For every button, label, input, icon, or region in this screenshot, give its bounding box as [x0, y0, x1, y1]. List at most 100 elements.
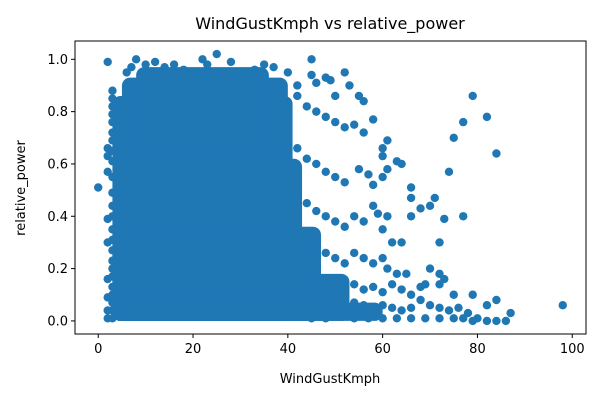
data-point — [354, 164, 364, 174]
data-point — [340, 285, 349, 294]
data-point — [387, 303, 397, 313]
data-point — [482, 112, 492, 122]
data-point — [350, 314, 359, 323]
data-point — [440, 214, 449, 224]
x-tick-label: 40 — [280, 342, 297, 357]
data-point — [150, 57, 160, 67]
data-point — [326, 76, 335, 85]
data-point — [302, 198, 311, 208]
y-axis-label: relative_power — [14, 139, 29, 235]
data-point — [397, 159, 406, 169]
data-point — [321, 314, 330, 323]
data-point — [459, 117, 468, 127]
data-point — [359, 96, 368, 106]
data-point — [307, 70, 316, 80]
data-point — [108, 225, 117, 234]
data-point — [331, 253, 340, 263]
data-point — [331, 217, 340, 226]
data-point — [492, 295, 501, 305]
data-point — [340, 178, 349, 187]
data-point — [321, 167, 330, 177]
data-point — [425, 301, 435, 310]
data-point — [302, 238, 311, 247]
data-point — [321, 212, 330, 221]
data-point — [368, 303, 378, 313]
plot-frame — [74, 40, 587, 335]
data-point — [340, 68, 349, 77]
data-point — [312, 243, 321, 252]
data-point — [368, 201, 378, 211]
data-point — [108, 117, 117, 127]
data-point — [108, 246, 117, 255]
data-point — [331, 301, 340, 310]
data-point — [141, 60, 150, 69]
data-point — [340, 123, 349, 132]
data-point — [331, 172, 340, 182]
x-tick-label: 60 — [374, 342, 391, 357]
data-point — [482, 301, 492, 310]
data-point — [350, 298, 359, 307]
data-point — [293, 144, 302, 153]
data-point — [378, 314, 387, 323]
data-point — [340, 259, 349, 268]
data-point — [108, 157, 117, 166]
data-point — [340, 222, 349, 231]
data-point — [378, 151, 387, 161]
x-tick-label: 100 — [560, 342, 585, 357]
data-point — [212, 49, 221, 59]
data-point — [425, 201, 435, 211]
data-point — [108, 264, 117, 273]
data-point — [108, 188, 117, 197]
data-point — [383, 136, 392, 145]
data-point — [312, 295, 321, 305]
data-point — [558, 301, 567, 310]
data-point — [169, 60, 179, 69]
data-point — [321, 298, 330, 307]
data-point — [108, 282, 117, 292]
data-point — [378, 172, 387, 182]
data-point — [179, 65, 188, 74]
data-point — [397, 238, 406, 247]
data-point — [312, 159, 321, 169]
data-point — [160, 62, 169, 72]
data-point — [250, 65, 259, 74]
data-point — [293, 290, 302, 299]
data-point — [108, 201, 117, 211]
data-point — [435, 303, 444, 313]
data-point — [421, 314, 430, 323]
data-point — [108, 314, 117, 323]
data-point — [259, 60, 269, 69]
data-point — [406, 212, 416, 221]
x-axis-ticks: 0 20 40 60 80 100 — [94, 334, 585, 357]
data-point — [331, 282, 340, 292]
data-point — [430, 193, 439, 203]
data-point — [359, 301, 368, 310]
data-point — [406, 314, 416, 323]
data-point — [108, 102, 117, 111]
data-point — [406, 183, 416, 192]
data-point — [321, 112, 330, 122]
dense-point-cloud — [112, 67, 383, 321]
data-point — [108, 306, 117, 315]
data-point — [392, 314, 402, 323]
data-point — [501, 316, 511, 326]
data-point — [350, 248, 359, 258]
x-tick-label: 0 — [94, 342, 102, 357]
data-points — [94, 49, 567, 326]
data-point — [127, 62, 136, 72]
data-point — [103, 57, 112, 67]
y-tick-label: 0.2 — [47, 262, 68, 277]
data-point — [416, 295, 425, 305]
data-point — [307, 55, 316, 64]
data-point — [293, 191, 302, 200]
data-point — [378, 144, 387, 153]
data-point — [108, 235, 117, 245]
data-point — [406, 193, 416, 203]
data-point — [383, 164, 392, 174]
data-point — [387, 238, 397, 247]
data-point — [364, 170, 373, 179]
data-point — [345, 81, 354, 90]
data-point — [312, 78, 321, 88]
data-point — [108, 136, 117, 145]
